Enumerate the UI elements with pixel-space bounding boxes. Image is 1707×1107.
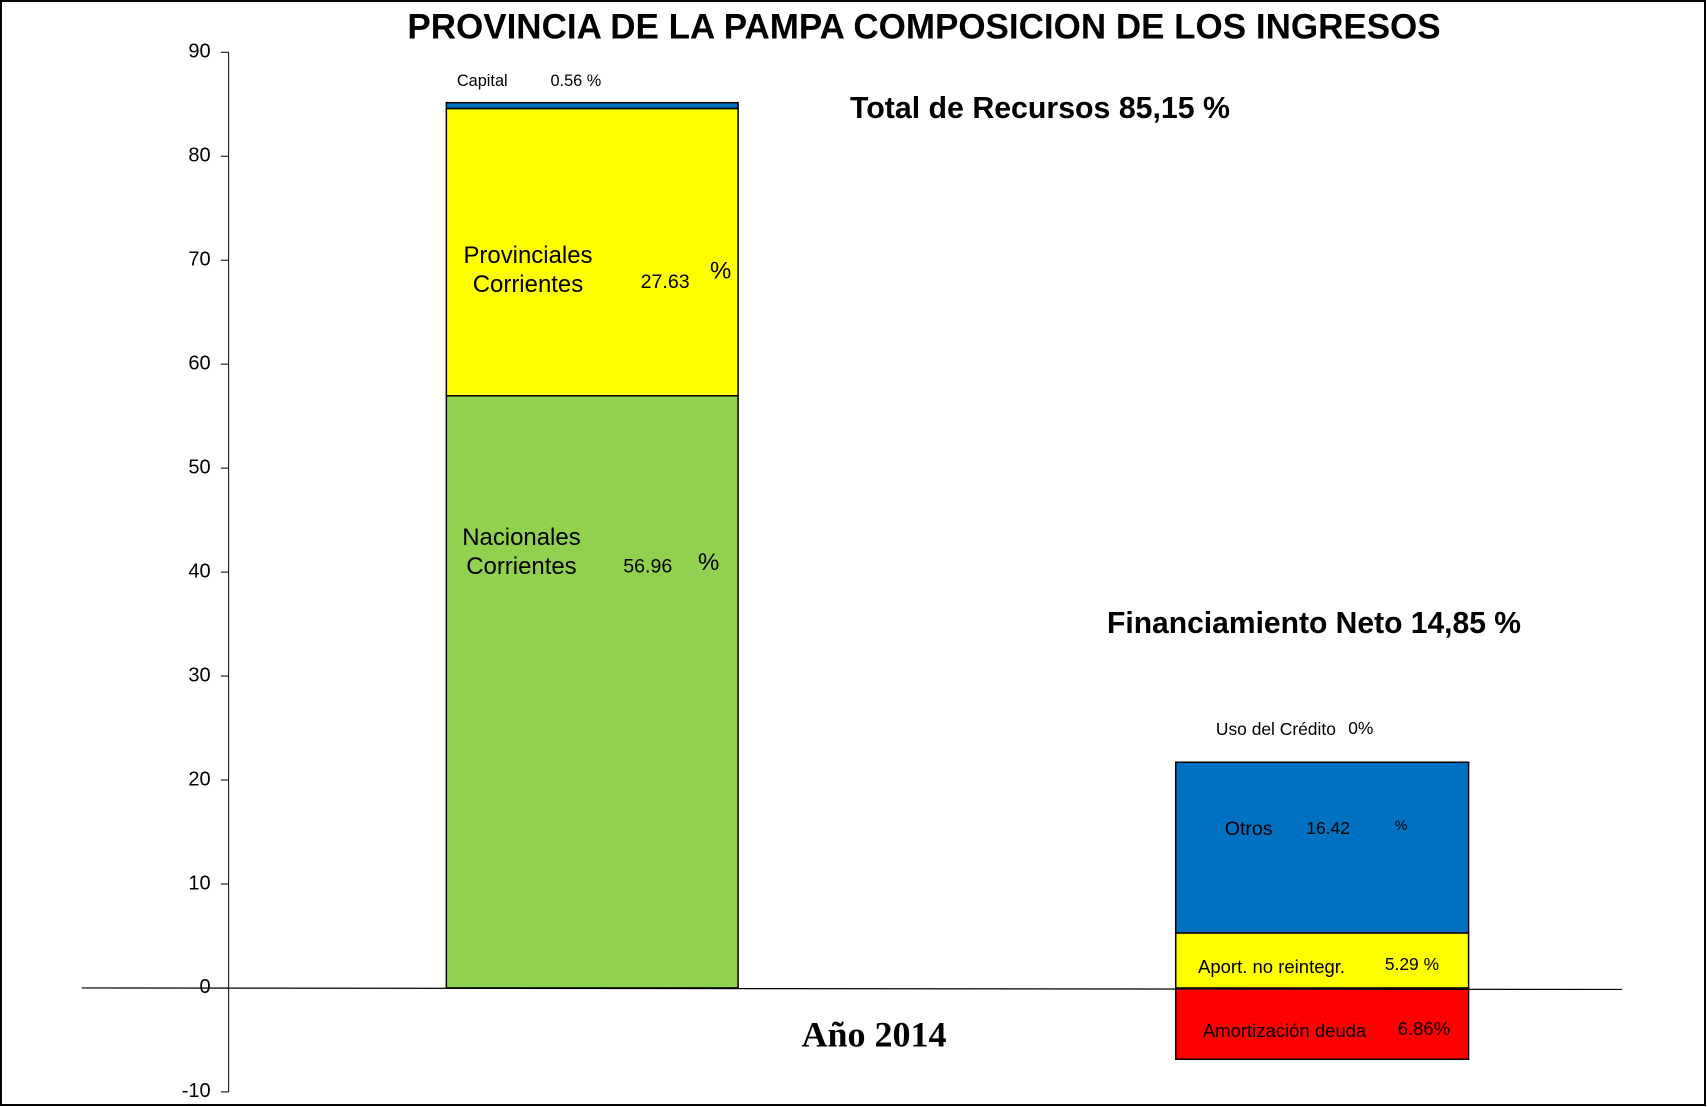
- y-tick-label: 30: [188, 664, 210, 686]
- bar-segment: [1174, 987, 1470, 1061]
- bar-segment: [1174, 932, 1470, 989]
- value-label: 6.86%: [1398, 1018, 1450, 1039]
- y-tick-label: 0: [199, 976, 210, 998]
- annotation: Financiamiento Neto 14,85 %: [1107, 605, 1521, 640]
- zero-line: [81, 987, 1623, 991]
- unit-label: %: [1395, 817, 1408, 833]
- bar-segment: [445, 107, 739, 397]
- value-label: 0.56 %: [550, 72, 601, 90]
- segment-name: Provinciales Corrientes: [463, 242, 593, 299]
- segment-label-box: Capital: [456, 71, 508, 90]
- segment-label-box: Aport. no reintegr.: [1198, 955, 1346, 977]
- segment-name: Amortización deuda: [1202, 1019, 1367, 1041]
- segment-label-box: Nacionales Corrientes: [462, 524, 581, 581]
- x-axis-label: Año 2014: [801, 1014, 946, 1054]
- segment-name: Otros: [1224, 817, 1273, 840]
- segment-name: Uso del Crédito: [1215, 718, 1336, 739]
- value-label: 56.96: [623, 555, 672, 577]
- segment-name: Nacionales Corrientes: [462, 524, 581, 581]
- y-tick-label: 50: [188, 456, 210, 478]
- segment-label-box: Provinciales Corrientes: [463, 242, 593, 299]
- chart-title: PROVINCIA DE LA PAMPA COMPOSICION DE LOS…: [407, 7, 1440, 46]
- y-tick-label: 10: [188, 872, 210, 894]
- y-tick-label: 20: [188, 768, 210, 790]
- value-label: 0%: [1348, 718, 1373, 738]
- segment-name: Aport. no reintegr.: [1198, 955, 1346, 977]
- y-tick-label: 60: [188, 352, 210, 374]
- y-tick-label: 70: [188, 248, 210, 270]
- segment-name: Capital: [456, 71, 508, 90]
- bar-segment: [445, 395, 739, 989]
- value-label: 27.63: [641, 271, 690, 293]
- y-tick-label: -10: [182, 1080, 211, 1102]
- segment-label-box: Otros: [1224, 817, 1273, 840]
- bar-segment: [445, 101, 739, 110]
- bar-segment: [1174, 761, 1470, 934]
- segment-label-box: Uso del Crédito: [1215, 718, 1336, 739]
- segment-label-box: Amortización deuda: [1202, 1019, 1367, 1041]
- annotation: Total de Recursos 85,15 %: [850, 90, 1230, 125]
- value-label: 5.29 %: [1385, 954, 1439, 974]
- y-tick-label: 90: [188, 41, 210, 63]
- y-tick-label: 80: [188, 145, 210, 167]
- unit-label: %: [710, 257, 731, 284]
- value-label: 16.42: [1306, 818, 1350, 838]
- unit-label: %: [698, 549, 719, 576]
- y-tick-label: 40: [188, 560, 210, 582]
